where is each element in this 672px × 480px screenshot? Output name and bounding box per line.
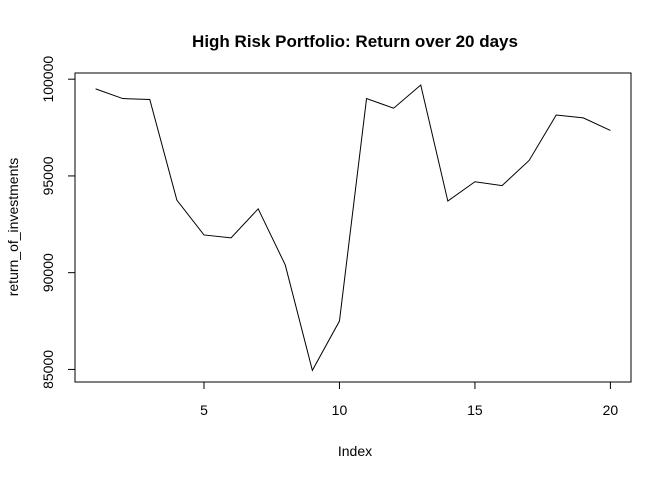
- y-tick-label-90000: 90000: [40, 253, 56, 292]
- y-tick-label-100000: 100000: [40, 56, 56, 103]
- y-tick-label-85000: 85000: [40, 350, 56, 389]
- series-group: [95, 84, 611, 372]
- y-axis: 85000 90000 95000 100000: [40, 56, 76, 389]
- y-axis-label: return_of_investments: [5, 158, 21, 297]
- x-axis: 5 10 15 20: [95, 381, 619, 418]
- y-tick-label-95000: 95000: [40, 156, 56, 195]
- x-tick-label-5: 5: [200, 402, 208, 418]
- x-tick-label-15: 15: [467, 402, 483, 418]
- x-axis-label: Index: [338, 443, 372, 459]
- chart-title: High Risk Portfolio: Return over 20 days: [192, 32, 518, 51]
- series-line-1: [95, 84, 611, 372]
- x-tick-label-10: 10: [332, 402, 348, 418]
- x-tick-label-20: 20: [603, 402, 619, 418]
